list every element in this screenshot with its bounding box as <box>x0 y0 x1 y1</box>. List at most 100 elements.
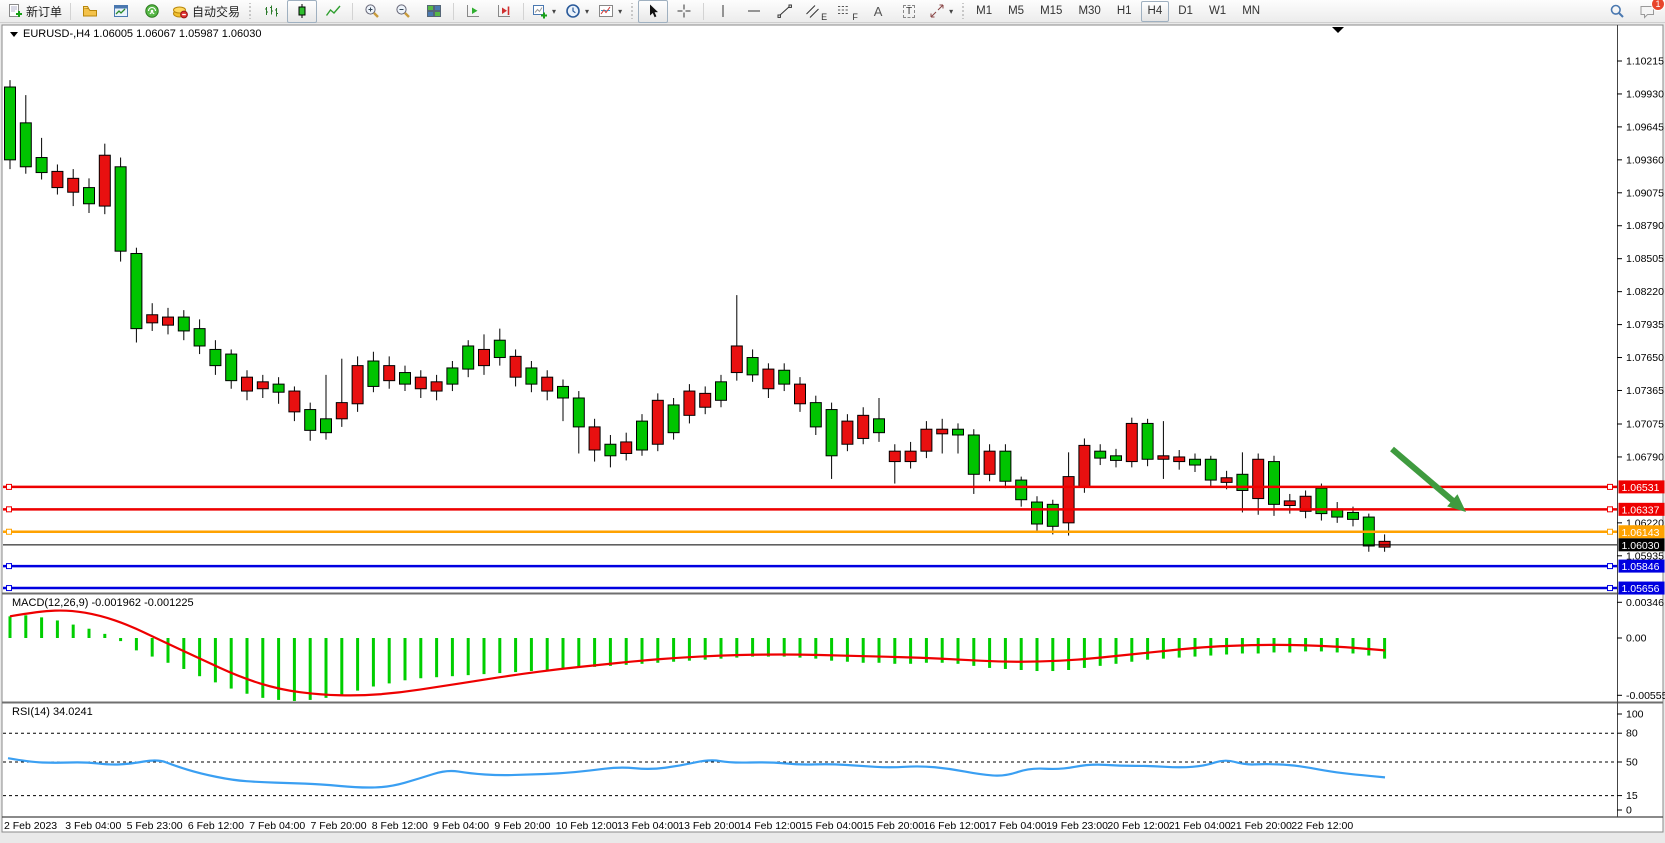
zoom-out-button[interactable] <box>388 0 418 23</box>
candle-body <box>1141 422 1154 460</box>
line-handle[interactable] <box>6 528 12 535</box>
timeframe-group: M1 M5 M15 M30 H1 H4 D1 W1 MN <box>969 0 1267 22</box>
svg-text:1.06143: 1.06143 <box>1622 527 1660 539</box>
hline-1.06143[interactable] <box>3 528 1617 535</box>
timeframe-H1[interactable]: H1 <box>1116 5 1132 17</box>
line-handle[interactable] <box>1607 563 1613 570</box>
candle-body <box>1378 540 1391 548</box>
hline-1.05656[interactable] <box>3 585 1617 592</box>
price-tick-label: 1.10215 <box>1626 56 1664 68</box>
line-handle[interactable] <box>6 585 12 592</box>
candle-body <box>999 450 1012 482</box>
line-handle[interactable] <box>1607 585 1613 592</box>
price-tick-label: 1.07365 <box>1626 385 1664 397</box>
candle-body <box>588 426 601 451</box>
channel-letter: E <box>821 11 828 22</box>
zoom-in-button[interactable] <box>357 0 387 23</box>
candle-body <box>651 399 664 445</box>
timeframe-M15[interactable]: M15 <box>1040 5 1063 17</box>
arrows-button[interactable]: ▾ <box>925 0 957 23</box>
horizontal-line-button[interactable] <box>739 0 769 23</box>
candle-body <box>19 122 32 168</box>
svg-text:1.06337: 1.06337 <box>1622 504 1660 516</box>
candle-body <box>636 420 648 451</box>
dropdown-caret-icon: ▾ <box>552 6 557 16</box>
cursor-icon <box>645 3 661 19</box>
market-watch-button[interactable] <box>106 0 136 23</box>
timeframe-M5[interactable]: M5 <box>1008 5 1025 17</box>
new-chart-button[interactable]: ▾ <box>528 0 560 23</box>
candle-body <box>746 357 759 376</box>
label-tool-letter: T <box>903 4 916 18</box>
candle-body <box>288 390 301 413</box>
candle-body <box>509 355 522 378</box>
hline-1.06337[interactable] <box>3 506 1617 513</box>
candle-body <box>1110 455 1122 461</box>
timeframe-H4[interactable]: H4 <box>1140 0 1170 22</box>
line-handle[interactable] <box>1607 506 1613 513</box>
candle-body <box>1189 458 1201 466</box>
timeframe-M1[interactable]: M1 <box>976 5 993 17</box>
period-button[interactable]: ▾ <box>561 0 593 23</box>
separator <box>352 2 354 20</box>
line-handle[interactable] <box>6 563 12 570</box>
candle-body <box>667 404 680 434</box>
crosshair-button[interactable] <box>669 0 699 23</box>
template-button[interactable]: ▾ <box>594 0 626 23</box>
chart-shift-marker[interactable] <box>1332 27 1344 33</box>
search-button[interactable] <box>1602 0 1632 23</box>
timeframe-MN[interactable]: MN <box>1242 5 1261 17</box>
hline-1.05846[interactable] <box>3 563 1617 570</box>
chart-candles-button[interactable] <box>287 0 318 23</box>
price-label-1.06337: 1.06337 <box>1618 502 1665 516</box>
channel-button[interactable]: E <box>801 0 831 23</box>
time-tick-label: 22 Feb 12:00 <box>1291 820 1353 832</box>
notifications-button[interactable]: 1 <box>1632 0 1665 23</box>
bar-chart-icon <box>263 3 279 19</box>
cursor-button[interactable] <box>638 0 669 23</box>
line-handle[interactable] <box>6 483 12 490</box>
candle-body <box>209 348 222 367</box>
label-button[interactable]: T <box>894 0 924 23</box>
zoom-in-icon <box>364 3 380 19</box>
chart-bars-button[interactable] <box>256 0 286 23</box>
time-tick-label: 19 Feb 23:00 <box>1046 820 1108 832</box>
fibonacci-button[interactable]: F <box>832 0 862 23</box>
vertical-line-icon <box>716 3 730 19</box>
auto-scroll-button[interactable] <box>458 0 488 23</box>
text-button[interactable]: A <box>863 0 893 23</box>
candle-body <box>936 428 949 435</box>
timeframe-D1[interactable]: D1 <box>1178 5 1193 17</box>
tile-windows-button[interactable] <box>419 0 449 23</box>
candle-body <box>446 367 459 385</box>
symbol-menu-icon[interactable] <box>10 32 18 37</box>
timeframe-M30[interactable]: M30 <box>1078 5 1101 17</box>
candle-body <box>888 450 901 463</box>
candle-body <box>841 420 854 445</box>
hline-1.06531[interactable] <box>3 483 1617 490</box>
chart-svg[interactable]: EURUSD-,H4 1.06005 1.06067 1.05987 1.060… <box>0 23 1665 840</box>
autotrade-icon <box>172 3 189 19</box>
autotrade-button[interactable]: 自动交易 <box>168 0 244 23</box>
chart-line-button[interactable] <box>318 0 348 23</box>
timeframe-W1[interactable]: W1 <box>1208 5 1227 17</box>
line-handle[interactable] <box>1607 483 1613 490</box>
text-tool-letter: A <box>873 3 883 19</box>
chart-shift-button[interactable] <box>489 0 519 23</box>
candle-body <box>304 409 317 431</box>
profiles-button[interactable] <box>75 0 105 23</box>
tile-windows-icon <box>426 3 442 19</box>
price-axis[interactable] <box>1617 60 1622 557</box>
vertical-line-button[interactable] <box>708 0 738 23</box>
line-handle[interactable] <box>6 506 12 513</box>
trend-line-button[interactable] <box>770 0 800 23</box>
new-order-button[interactable]: 新订单 <box>3 0 66 23</box>
candle-body <box>857 414 870 439</box>
separator <box>703 2 705 20</box>
line-handle[interactable] <box>1607 528 1613 535</box>
arrow-annotation[interactable] <box>1390 446 1466 512</box>
candle-body <box>525 367 538 385</box>
candle-body <box>1268 461 1280 505</box>
time-tick-label: 21 Feb 20:00 <box>1230 820 1292 832</box>
navigator-button[interactable] <box>137 0 167 23</box>
